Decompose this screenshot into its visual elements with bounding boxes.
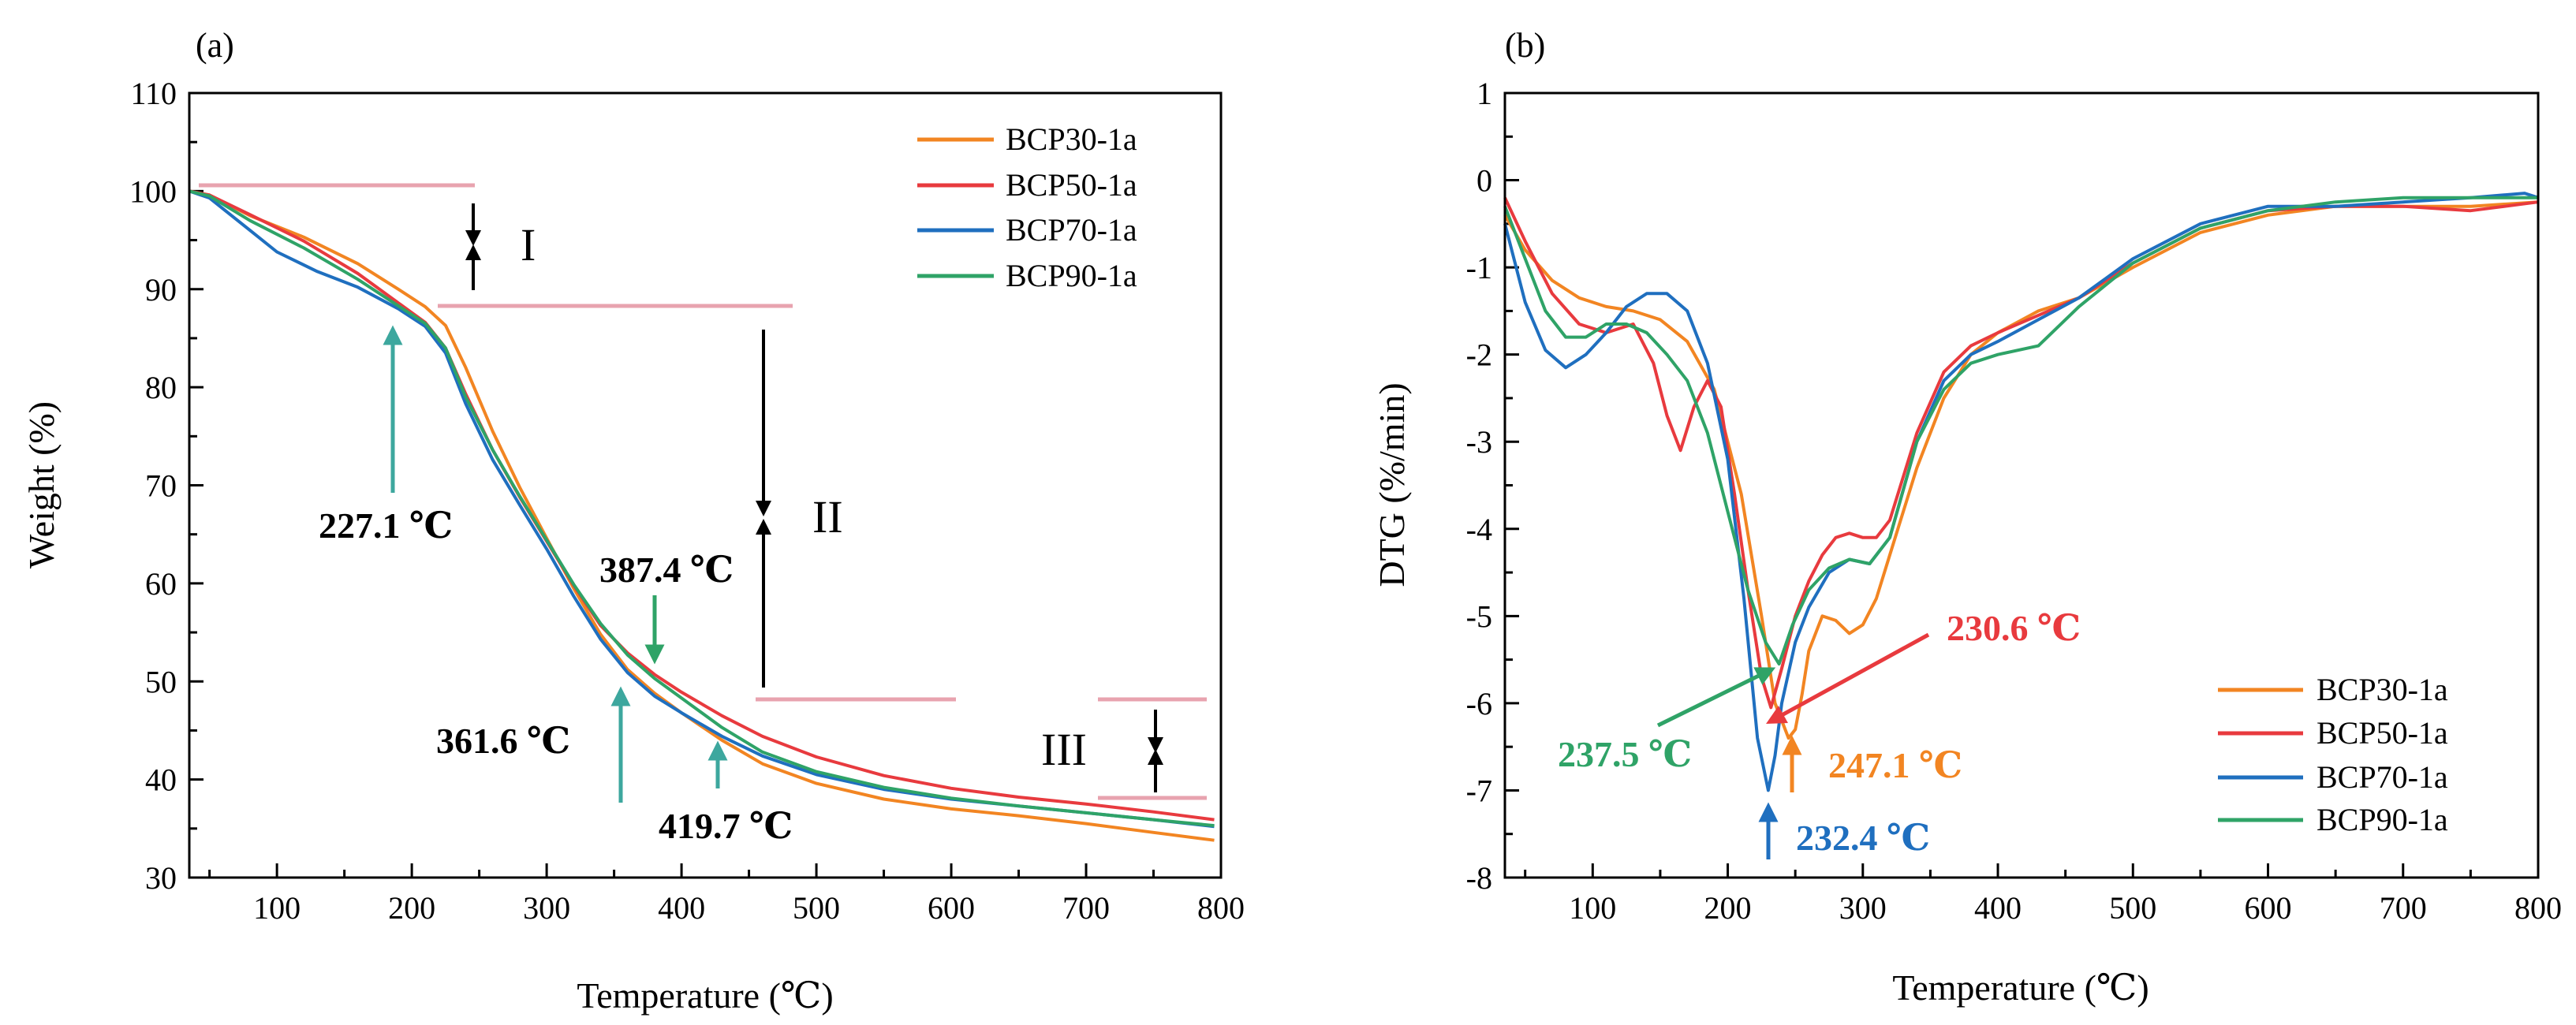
panel-a-y-axis-title: Weight (%) bbox=[21, 401, 62, 568]
y-tick-label: -8 bbox=[1466, 860, 1492, 896]
series-line-bcp30-1a bbox=[1503, 200, 2539, 740]
annotation-230-6: 230.6 ℃ bbox=[1947, 608, 2081, 648]
series-line-bcp30-1a bbox=[189, 189, 1215, 842]
legend-label-bcp90: BCP90-1a bbox=[2317, 802, 2448, 837]
x-tick-label: 500 bbox=[2109, 890, 2156, 926]
panel-b-tick-labels: 100 200 300 400 500 600 700 800 -8 -7 -6 -5 -4 -3 -2 -1… bbox=[1466, 76, 2562, 926]
legend-label-bcp50: BCP50-1a bbox=[2317, 715, 2448, 751]
panel-a: (a) 100 200 300 400 500 600 700 800 30 40 50 60 70 80… bbox=[21, 26, 1245, 1016]
y-tick-label: -5 bbox=[1466, 598, 1492, 634]
x-tick-label: 100 bbox=[253, 890, 301, 926]
x-tick-label: 200 bbox=[1704, 890, 1752, 926]
panel-a-legend: BCP30-1a BCP50-1a BCP70-1a BCP90-1a bbox=[917, 121, 1137, 293]
y-tick-label: -6 bbox=[1466, 686, 1492, 721]
annotation-361-6: 361.6 ℃ bbox=[436, 721, 570, 761]
panel-b-x-axis-title: Temperature (℃) bbox=[1892, 967, 2149, 1008]
x-tick-label: 200 bbox=[388, 890, 435, 926]
x-tick-label: 700 bbox=[1062, 890, 1110, 926]
y-tick-label: 90 bbox=[145, 272, 177, 308]
y-tick-label: 60 bbox=[145, 566, 177, 602]
y-tick-label: -7 bbox=[1466, 773, 1492, 808]
y-tick-label: 70 bbox=[145, 468, 177, 504]
panel-a-temperature-arrows bbox=[383, 325, 728, 803]
legend-label-bcp70: BCP70-1a bbox=[2317, 759, 2448, 795]
annotation-232-4: 232.4 ℃ bbox=[1796, 818, 1930, 858]
y-tick-label: 50 bbox=[145, 664, 177, 699]
x-tick-label: 800 bbox=[2514, 890, 2562, 926]
x-tick-label: 300 bbox=[1839, 890, 1887, 926]
panel-b-temperature-arrows bbox=[1656, 632, 1930, 859]
x-tick-label: 600 bbox=[2245, 890, 2292, 926]
series-line-bcp70-1a bbox=[1503, 192, 2539, 792]
y-tick-label: -4 bbox=[1466, 512, 1492, 547]
x-tick-label: 400 bbox=[1974, 890, 2022, 926]
panel-a-series bbox=[189, 189, 1215, 842]
x-tick-label: 700 bbox=[2380, 890, 2427, 926]
stage-label-i: I bbox=[521, 219, 536, 270]
y-tick-label: 1 bbox=[1477, 76, 1492, 111]
panel-b-y-axis-title: DTG (%/min) bbox=[1372, 382, 1412, 587]
panel-b: (b) 100 200 300 400 500 600 700 800 -8 -7 -6 -5 -4 -3… bbox=[1372, 26, 2562, 1008]
x-tick-label: 400 bbox=[658, 890, 705, 926]
panel-a-stage-arrows bbox=[465, 203, 1163, 792]
annotation-419-7: 419.7 ℃ bbox=[659, 806, 793, 846]
x-tick-label: 800 bbox=[1197, 890, 1245, 926]
y-tick-label: 0 bbox=[1477, 163, 1492, 199]
y-tick-label: -1 bbox=[1466, 250, 1492, 285]
panel-a-label: (a) bbox=[196, 26, 234, 65]
legend-label-bcp50: BCP50-1a bbox=[1006, 167, 1137, 203]
annotation-387-4: 387.4 ℃ bbox=[599, 550, 734, 590]
panel-b-series bbox=[1503, 192, 2539, 792]
legend-label-bcp90: BCP90-1a bbox=[1006, 258, 1137, 293]
temperature-arrow bbox=[1766, 632, 1930, 725]
annotation-247-1: 247.1 ℃ bbox=[1828, 745, 1962, 785]
annotation-227-1: 227.1 ℃ bbox=[319, 505, 453, 546]
x-tick-label: 100 bbox=[1569, 890, 1616, 926]
panel-a-x-axis-title: Temperature (℃) bbox=[577, 975, 833, 1016]
y-tick-label: 30 bbox=[145, 860, 177, 896]
temperature-arrow bbox=[1656, 667, 1776, 728]
y-tick-label: 40 bbox=[145, 762, 177, 798]
panel-a-plot-frame bbox=[188, 91, 1223, 879]
x-tick-label: 300 bbox=[523, 890, 570, 926]
legend-label-bcp30: BCP30-1a bbox=[2317, 672, 2448, 707]
series-line-bcp90-1a bbox=[189, 189, 1215, 828]
series-line-bcp90-1a bbox=[1503, 196, 2538, 666]
y-tick-label: 100 bbox=[129, 173, 177, 209]
legend-label-bcp30: BCP30-1a bbox=[1006, 121, 1137, 157]
legend-label-bcp70: BCP70-1a bbox=[1006, 212, 1137, 248]
panel-a-stage-lines bbox=[199, 183, 1207, 800]
y-tick-label: -2 bbox=[1466, 337, 1492, 373]
stage-label-ii: II bbox=[812, 491, 843, 542]
panel-b-label: (b) bbox=[1505, 26, 1545, 65]
x-tick-label: 600 bbox=[928, 890, 975, 926]
y-tick-label: 80 bbox=[145, 370, 177, 405]
x-tick-label: 500 bbox=[793, 890, 840, 926]
stage-label-iii: III bbox=[1041, 724, 1087, 775]
y-tick-label: 110 bbox=[130, 76, 177, 111]
panel-b-plot-frame bbox=[1503, 91, 2540, 879]
annotation-237-5: 237.5 ℃ bbox=[1558, 734, 1692, 774]
y-tick-label: -3 bbox=[1466, 424, 1492, 460]
panel-b-legend: BCP30-1a BCP50-1a BCP70-1a BCP90-1a bbox=[2218, 672, 2448, 837]
panel-a-tick-labels: 100 200 300 400 500 600 700 800 30 40 50 60 70 80 90 10… bbox=[129, 76, 1245, 926]
